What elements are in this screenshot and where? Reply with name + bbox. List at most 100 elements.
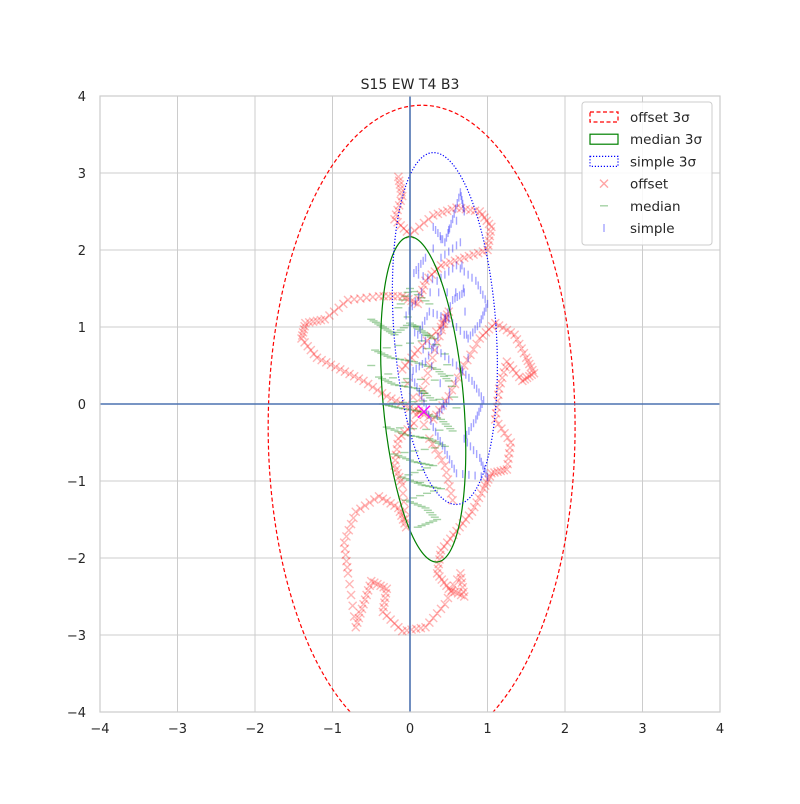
offset-point [335, 364, 345, 374]
marker-stroke [343, 295, 353, 305]
marker-stroke [439, 578, 449, 588]
marker-stroke [439, 319, 449, 329]
marker-stroke [484, 236, 494, 246]
marker-stroke [517, 376, 527, 386]
marker-stroke [340, 544, 350, 554]
marker-stroke [320, 314, 330, 324]
ellipse-simple-3σ [391, 152, 498, 506]
marker-stroke [499, 367, 509, 377]
marker-stroke [424, 434, 434, 444]
marker-stroke [396, 511, 406, 521]
offset-point [379, 582, 389, 592]
offset-point [297, 334, 306, 344]
marker-stroke [396, 183, 406, 193]
marker-stroke [362, 590, 372, 600]
marker-stroke [355, 294, 365, 304]
marker-stroke [431, 410, 441, 420]
marker-stroke [397, 364, 407, 374]
marker-stroke [523, 356, 533, 366]
marker-stroke [354, 613, 364, 623]
offset-point [421, 622, 430, 632]
offset-point [467, 507, 477, 517]
marker-stroke [432, 337, 442, 347]
offset-point [431, 444, 441, 454]
marker-stroke [486, 468, 496, 478]
marker-stroke [321, 357, 331, 367]
marker-stroke [340, 367, 350, 377]
offset-point [345, 369, 355, 379]
marker-stroke [345, 369, 355, 379]
marker-stroke [398, 515, 408, 524]
marker-stroke [308, 317, 318, 327]
marker-stroke [345, 369, 355, 379]
offset-point [441, 313, 451, 323]
offset-point [393, 434, 403, 444]
marker-stroke [414, 222, 424, 232]
marker-stroke [436, 545, 446, 555]
marker-stroke [461, 515, 471, 524]
marker-stroke [457, 578, 467, 588]
marker-stroke [524, 371, 534, 381]
marker-stroke [503, 433, 513, 443]
offset-point [380, 593, 390, 603]
marker-stroke [394, 176, 404, 186]
offset-point [397, 291, 407, 301]
data-layer [297, 172, 539, 636]
offset-point [439, 316, 449, 326]
offset-point [443, 593, 453, 603]
offset-point [403, 357, 413, 367]
offset-point [390, 618, 399, 628]
offset-point [489, 468, 499, 478]
marker-stroke [483, 474, 493, 484]
marker-stroke [379, 602, 389, 612]
offset-point [459, 253, 469, 263]
marker-stroke [493, 419, 503, 429]
offset-point [354, 374, 364, 384]
marker-stroke [424, 273, 434, 283]
offset-point [306, 345, 316, 355]
marker-stroke [343, 295, 353, 305]
marker-stroke [365, 498, 375, 508]
marker-stroke [441, 313, 451, 323]
offset-point [472, 498, 482, 508]
marker-stroke [486, 227, 496, 237]
marker-stroke [442, 310, 452, 320]
marker-stroke [316, 315, 326, 325]
marker-stroke [399, 497, 409, 507]
marker-stroke [355, 504, 365, 514]
offset-point [472, 339, 482, 349]
marker-stroke [527, 370, 537, 380]
marker-stroke [407, 296, 417, 306]
marker-stroke [506, 438, 516, 447]
legend-label: offset 3σ [630, 110, 690, 126]
marker-stroke [455, 522, 465, 532]
marker-stroke [348, 513, 358, 523]
marker-stroke [407, 353, 417, 363]
marker-stroke [514, 372, 524, 382]
marker-stroke [459, 253, 469, 263]
marker-stroke [489, 468, 499, 478]
offset-point [484, 236, 494, 246]
marker-stroke [450, 256, 460, 266]
marker-stroke [386, 394, 396, 404]
offset-point [425, 361, 435, 370]
marker-stroke [312, 316, 322, 326]
marker-stroke [445, 481, 455, 491]
marker-stroke [401, 522, 411, 532]
marker-stroke [439, 541, 449, 551]
chart-title: S15 EW T4 B3 [361, 77, 460, 93]
marker-stroke [434, 450, 444, 460]
marker-stroke [446, 488, 456, 498]
marker-stroke [374, 291, 384, 301]
offset-point [499, 367, 509, 377]
marker-stroke [484, 236, 494, 246]
marker-stroke [432, 568, 442, 578]
marker-stroke [506, 327, 516, 337]
marker-stroke [390, 455, 400, 465]
offset-point [407, 353, 417, 363]
marker-stroke [458, 587, 468, 597]
marker-stroke [456, 590, 466, 600]
marker-stroke [434, 331, 444, 341]
marker-stroke [430, 345, 440, 355]
marker-stroke [300, 318, 310, 328]
